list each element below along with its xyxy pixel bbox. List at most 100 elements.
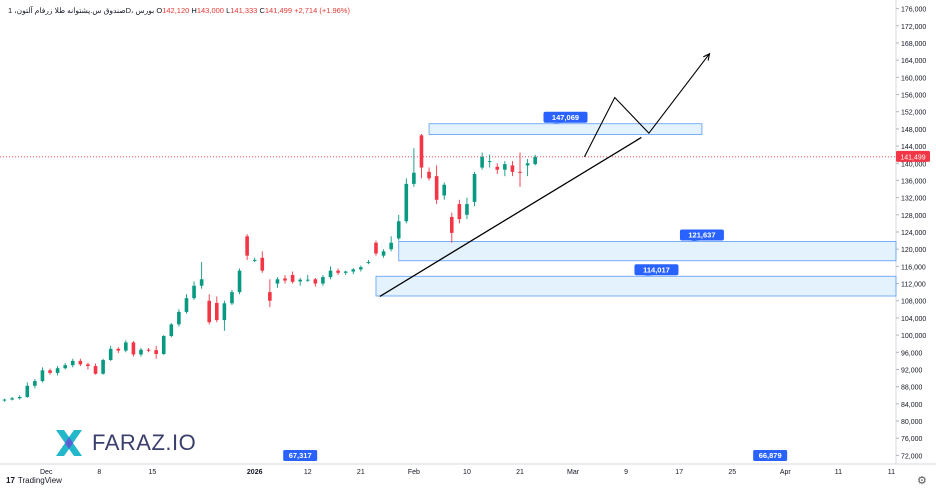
candle — [55, 366, 60, 376]
candle-body — [321, 277, 325, 284]
candle-body — [237, 270, 242, 293]
bottom-badge-text: 67,317 — [289, 451, 312, 460]
candle — [487, 154, 492, 168]
y-tick-label: 80,000 — [901, 419, 923, 426]
candle-body — [17, 396, 22, 399]
candle-body — [412, 172, 416, 184]
candle — [214, 296, 219, 323]
candle — [305, 274, 310, 282]
candle-body — [366, 262, 371, 264]
candle — [472, 171, 477, 207]
candle-body — [381, 251, 386, 256]
candle — [268, 279, 272, 308]
bottom-badge: 66,879 — [753, 450, 788, 461]
candle — [131, 341, 136, 357]
y-tick-label: 72,000 — [901, 453, 923, 460]
y-tick-label: 140,000 — [901, 161, 926, 168]
candle — [343, 270, 348, 275]
y-tick-label: 144,000 — [901, 144, 926, 151]
candle — [427, 167, 431, 181]
candle-body — [161, 335, 166, 355]
zone-label: 147,069 — [543, 111, 588, 124]
candle — [245, 234, 249, 260]
x-tick-label: 10 — [463, 469, 471, 476]
candle — [525, 158, 530, 177]
last-price-tag-text: 141,499 — [900, 154, 925, 161]
y-tick-label: 84,000 — [901, 402, 923, 409]
candle — [457, 199, 462, 224]
candle — [298, 277, 302, 286]
candle-body — [124, 342, 128, 351]
symbol-name: صندوق س.پشتوانه طلا زرفام آلتون، 1D، بور… — [8, 6, 155, 15]
y-tick-label: 172,000 — [901, 24, 926, 31]
candle — [108, 345, 113, 361]
candle-body — [359, 267, 363, 270]
candle — [116, 347, 121, 354]
candle — [184, 294, 189, 314]
candle-body — [427, 171, 431, 179]
candle — [533, 154, 537, 166]
y-tick-label: 156,000 — [901, 93, 926, 100]
x-tick-label: Dec — [40, 469, 53, 476]
candle — [442, 182, 447, 200]
candle-body — [457, 204, 462, 220]
zone-label: 114,017 — [634, 264, 679, 277]
candle — [412, 148, 416, 187]
y-tick-label: 128,000 — [901, 213, 926, 220]
candle — [63, 363, 67, 370]
candle — [503, 161, 507, 177]
x-tick-label: 15 — [148, 469, 156, 476]
bottom-badge-box — [283, 450, 318, 461]
candle-body — [199, 279, 204, 286]
candle — [495, 163, 500, 174]
gear-icon[interactable]: ⚙ — [917, 475, 927, 487]
candle-body — [305, 279, 310, 281]
candle-body — [177, 311, 181, 325]
candle-body — [442, 184, 447, 196]
x-tick-label: Apr — [780, 469, 792, 476]
y-tick-label: 124,000 — [901, 230, 926, 237]
y-tick-label: 132,000 — [901, 196, 926, 203]
tradingview-footer[interactable]: 17 TradingView — [6, 476, 62, 485]
candle — [381, 249, 386, 258]
y-tick-label: 136,000 — [901, 178, 926, 185]
open-label: O — [156, 6, 163, 15]
candle-body — [48, 370, 52, 373]
projection-arrowhead — [703, 52, 711, 61]
zone-label-box — [543, 111, 588, 123]
candle-body — [2, 399, 7, 401]
candle — [161, 335, 166, 355]
low-value: 141,333 — [230, 6, 258, 15]
candle-body — [419, 135, 424, 168]
candle-body — [252, 259, 257, 261]
faraz-logo-icon — [56, 430, 82, 456]
candle — [260, 251, 265, 273]
candle — [146, 348, 151, 353]
candle-body — [184, 298, 189, 312]
y-tick-label: 148,000 — [901, 127, 926, 134]
candle-body — [313, 279, 318, 284]
candle-body — [154, 350, 158, 355]
candle — [374, 240, 378, 256]
y-tick-label: 112,000 — [901, 282, 926, 289]
candle — [313, 277, 318, 287]
x-tick-label: 8 — [97, 469, 101, 476]
y-tick-label: 104,000 — [901, 316, 926, 323]
candle-body — [86, 364, 90, 367]
candle — [25, 382, 30, 398]
candle — [70, 358, 75, 368]
candle-body — [93, 366, 98, 374]
candle — [40, 367, 45, 383]
x-tick-label: 11 — [835, 469, 842, 476]
candle-body — [404, 183, 409, 222]
candle-body — [510, 165, 515, 172]
candle-body — [131, 342, 136, 355]
x-tick-label: 12 — [304, 469, 312, 476]
zone-label: 121,637 — [679, 229, 724, 242]
y-tick-label: 96,000 — [901, 350, 923, 357]
zone-label-text: 121,637 — [688, 231, 715, 240]
tradingview-logo-icon: 17 — [6, 476, 15, 485]
candle-body — [25, 385, 30, 397]
x-tick-label: Mar — [567, 469, 580, 476]
